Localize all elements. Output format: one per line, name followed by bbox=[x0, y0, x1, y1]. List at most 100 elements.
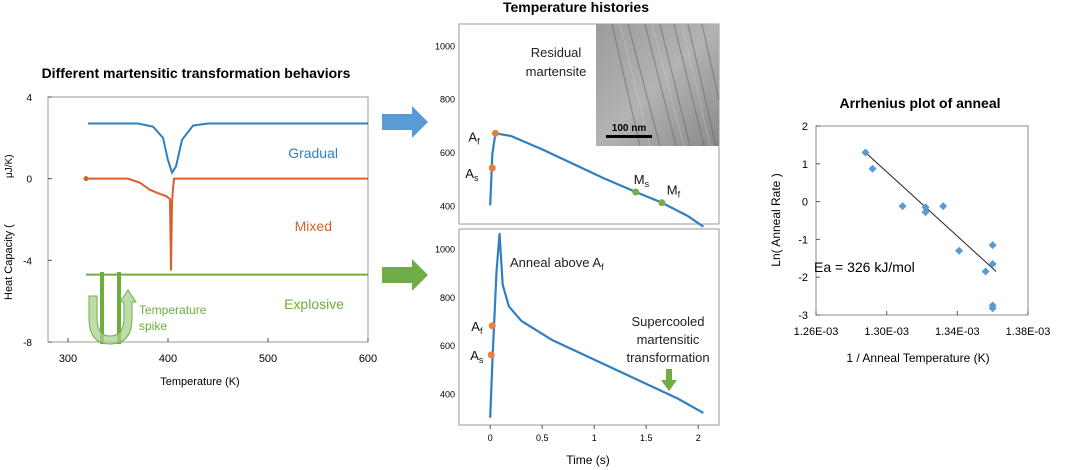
panel3-ytick-label: 2 bbox=[802, 121, 808, 133]
bottom-point-label: As bbox=[470, 348, 484, 365]
panel2-curves bbox=[489, 132, 705, 418]
panel1-frame bbox=[47, 96, 369, 343]
panel1-title: Different martensitic transformation beh… bbox=[42, 65, 351, 81]
top-point-label: As bbox=[465, 166, 479, 183]
data-point bbox=[955, 246, 964, 255]
gradual-curve bbox=[88, 122, 368, 175]
top-point-letter: A bbox=[468, 129, 477, 144]
panel3-xtick-label: 1.38E-03 bbox=[1006, 326, 1051, 338]
top-point-label: Ms bbox=[634, 172, 650, 189]
arrow-green bbox=[382, 259, 428, 291]
top-point bbox=[488, 164, 496, 172]
anneal-label-sub: f bbox=[601, 262, 604, 272]
panel2-x-ticks: 0 0.5 1 1.5 2 bbox=[488, 425, 701, 443]
top-point-sub: f bbox=[678, 190, 681, 200]
panel1-ytick-label: -4 bbox=[23, 256, 32, 267]
panel2-xtick-label: 1.5 bbox=[640, 433, 653, 443]
data-point bbox=[861, 148, 870, 157]
bottom-point-sub: s bbox=[479, 355, 484, 365]
panel2-top-ytick-label: 1000 bbox=[435, 41, 455, 51]
data-point bbox=[921, 203, 930, 212]
panel3-ytick-label: -3 bbox=[798, 310, 808, 322]
data-point bbox=[921, 208, 930, 217]
bottom-point-label: Af bbox=[471, 319, 483, 336]
residual-label-1: Residual bbox=[531, 45, 582, 60]
temperature-spike-icon bbox=[88, 272, 137, 345]
panel3-ytick-label: 0 bbox=[802, 197, 808, 209]
mixed-start-marker bbox=[83, 176, 89, 182]
ea-annotation: Ea = 326 kJ/mol bbox=[814, 259, 915, 275]
panel1-y-ticks: 4 0 -4 -8 bbox=[23, 93, 52, 349]
panel2-top-ytick-label: 400 bbox=[440, 201, 455, 211]
data-point bbox=[868, 164, 877, 173]
bottom-point bbox=[488, 322, 496, 330]
top-point-letter: A bbox=[465, 166, 474, 181]
data-point bbox=[988, 241, 997, 250]
scale-bar-label: 100 nm bbox=[612, 123, 647, 134]
panel3-xlabel: 1 / Anneal Temperature (K) bbox=[846, 351, 989, 365]
panel1-xtick-label: 300 bbox=[59, 353, 77, 365]
panel2-xtick-label: 0.5 bbox=[536, 433, 549, 443]
panel2-bottom-ytick-label: 600 bbox=[440, 341, 455, 351]
panel3-xtick-label: 1.26E-03 bbox=[794, 326, 839, 338]
panel1-ylabel: Heat Capacity ( bbox=[3, 224, 15, 300]
panel2-top-ytick-label: 600 bbox=[440, 148, 455, 158]
panel2-title: Temperature histories bbox=[503, 0, 649, 15]
panel3-ytick-label: 1 bbox=[802, 159, 808, 171]
panel1-xtick-label: 500 bbox=[259, 353, 277, 365]
panel1-xtick-label: 600 bbox=[359, 353, 377, 365]
top-point bbox=[632, 188, 640, 196]
panel2-bottom-ytick-label: 800 bbox=[440, 293, 455, 303]
data-point bbox=[981, 267, 990, 276]
fit-line bbox=[865, 152, 997, 272]
spike-label-2: spike bbox=[139, 319, 167, 333]
top-temperature-curve bbox=[489, 132, 705, 228]
top-point-letter: M bbox=[667, 183, 678, 198]
top-point-letter: M bbox=[634, 172, 645, 187]
bottom-point-sub: f bbox=[480, 326, 483, 336]
panel3-points bbox=[861, 148, 997, 313]
micrograph-inset bbox=[596, 23, 720, 147]
panel3-ytick-label: -2 bbox=[798, 272, 808, 284]
panel3-xtick-label: 1.30E-03 bbox=[864, 326, 909, 338]
panel3-x-ticks: 1.26E-03 1.30E-03 1.34E-03 1.38E-03 bbox=[794, 311, 1051, 338]
panel3-y-ticks: 2 1 0 -1 -2 -3 bbox=[798, 121, 820, 322]
supercooled-label-3: transformation bbox=[626, 350, 709, 365]
panel2-bottom-ytick-label: 1000 bbox=[435, 244, 455, 254]
panel3-title: Arrhenius plot of anneal bbox=[839, 95, 1000, 111]
top-point bbox=[491, 129, 499, 137]
panel2-top-ytick-label: 800 bbox=[440, 95, 455, 105]
panel2-y-ticks: 1000 800 600 400 1000 800 600 400 bbox=[435, 41, 455, 399]
panel2-xtick-label: 0 bbox=[488, 433, 493, 443]
panel3-ytick-label: -1 bbox=[798, 234, 808, 246]
panel2-xtick-label: 2 bbox=[696, 433, 701, 443]
residual-label-2: martensite bbox=[526, 64, 587, 79]
panel1-xtick-label: 400 bbox=[159, 353, 177, 365]
spike-label-1: Temperature bbox=[139, 303, 207, 317]
panel1-series bbox=[86, 122, 368, 276]
supercooled-label-1: Supercooled bbox=[632, 314, 705, 329]
panel2-bottom-frame bbox=[458, 228, 720, 426]
bottom-temperature-curve bbox=[489, 232, 704, 418]
arrow-blue bbox=[382, 106, 428, 138]
panel1-ylabel-unit: μJ/K) bbox=[4, 154, 15, 178]
top-point-sub: s bbox=[474, 173, 479, 183]
panel2-bottom-ytick-label: 400 bbox=[440, 390, 455, 400]
data-point bbox=[939, 202, 948, 211]
supercooled-arrow bbox=[661, 369, 677, 391]
mixed-curve bbox=[86, 177, 368, 271]
data-point bbox=[988, 304, 997, 313]
top-point-sub: s bbox=[645, 179, 650, 189]
top-point-sub: f bbox=[477, 136, 480, 146]
anneal-label: Anneal above Af bbox=[510, 255, 604, 272]
panel2-xtick-label: 1 bbox=[592, 433, 597, 443]
bottom-point-letter: A bbox=[470, 348, 479, 363]
mixed-label: Mixed bbox=[295, 218, 332, 234]
panel3-xtick-label: 1.34E-03 bbox=[935, 326, 980, 338]
data-point bbox=[988, 259, 997, 268]
supercooled-label-2: martensitic bbox=[637, 332, 700, 347]
panel3-ylabel: Ln( Anneal Rate ) bbox=[769, 173, 783, 266]
data-point bbox=[898, 202, 907, 211]
